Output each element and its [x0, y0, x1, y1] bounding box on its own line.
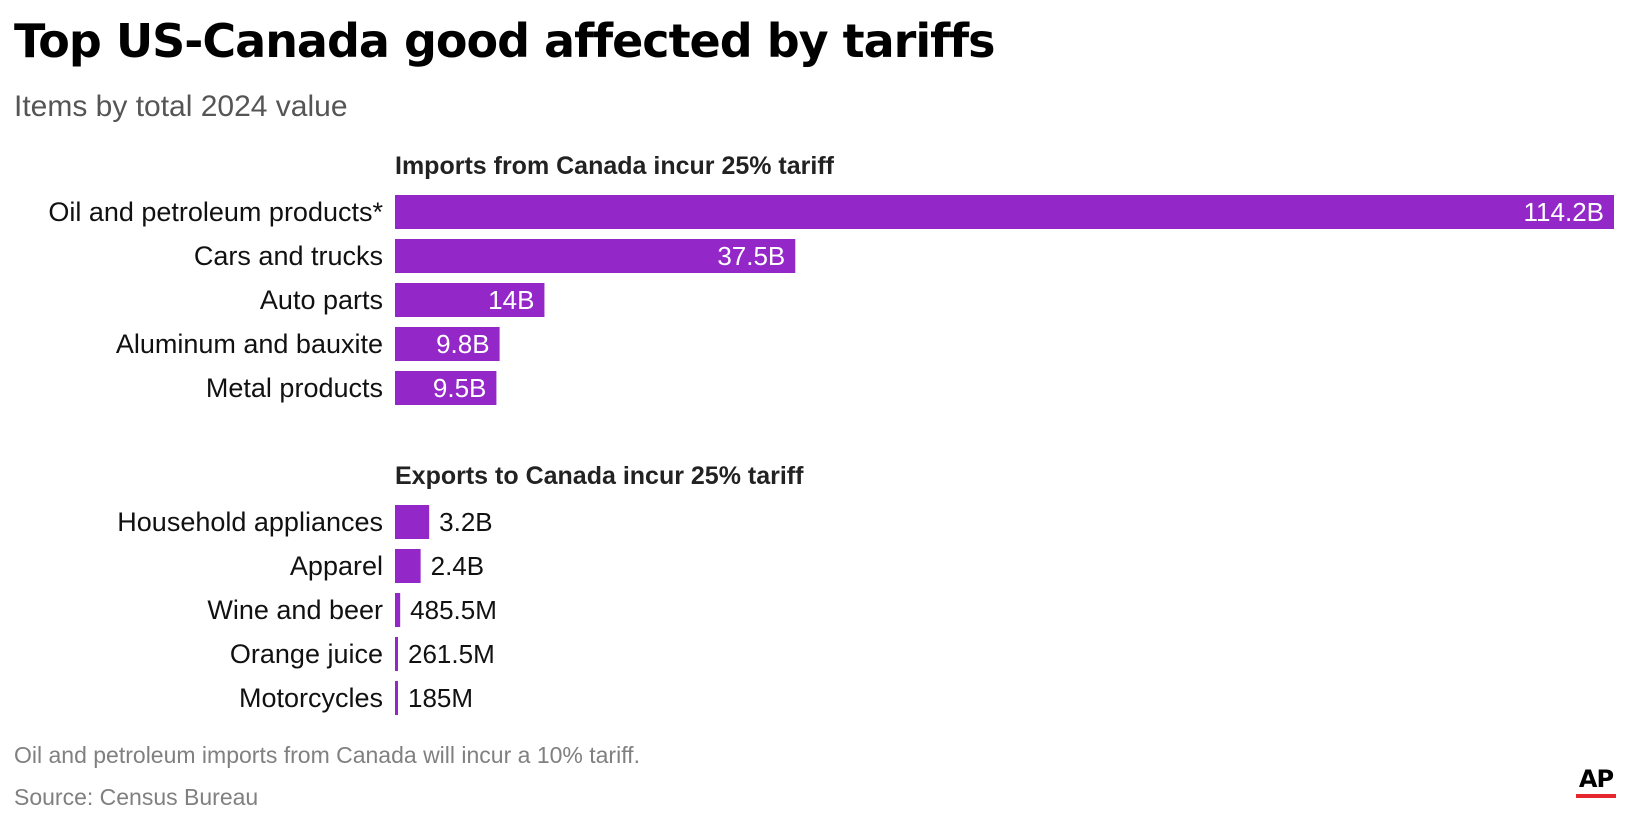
category-label: Orange juice: [230, 639, 383, 669]
chart-title: Top US-Canada good affected by tariffs: [14, 14, 996, 68]
category-label: Oil and petroleum products*: [48, 197, 383, 227]
bar-chart: Imports from Canada incur 25% tariff Oil …: [48, 152, 1614, 715]
data-label: 3.2B: [439, 507, 493, 537]
category-label: Apparel: [290, 551, 383, 581]
category-label: Aluminum and bauxite: [116, 329, 383, 359]
data-label: 14B: [488, 285, 534, 315]
ap-logo-text: AP: [1578, 765, 1614, 793]
group-heading: Exports to Canada incur 25% tariff: [395, 462, 804, 490]
group-heading: Imports from Canada incur 25% tariff: [395, 152, 835, 180]
chart-subtitle: Items by total 2024 value: [14, 90, 348, 123]
bar: [395, 371, 497, 405]
data-label: 485.5M: [410, 595, 497, 625]
category-label: Motorcycles: [239, 683, 383, 713]
ap-logo: AP: [1576, 766, 1616, 798]
data-label: 9.8B: [436, 329, 490, 359]
data-label: 185M: [408, 683, 473, 713]
ap-logo-underline: [1576, 794, 1616, 798]
bar: [395, 283, 545, 317]
bar: [395, 637, 398, 671]
bar: [395, 505, 430, 539]
data-label: 9.5B: [433, 373, 487, 403]
data-label: 114.2B: [1524, 197, 1604, 227]
bar: [395, 593, 401, 627]
bar: [395, 549, 421, 583]
bar: [395, 195, 1614, 229]
data-label: 2.4B: [431, 551, 485, 581]
data-label: 261.5M: [408, 639, 495, 669]
chart-footnote: Oil and petroleum imports from Canada wi…: [14, 742, 640, 768]
category-label: Auto parts: [260, 285, 383, 315]
chart-source: Source: Census Bureau: [14, 784, 259, 810]
category-label: Metal products: [206, 373, 383, 403]
category-label: Wine and beer: [207, 595, 383, 625]
data-label: 37.5B: [717, 241, 785, 271]
bar: [395, 327, 500, 361]
category-label: Household appliances: [117, 507, 383, 537]
bar: [395, 681, 398, 715]
bar: [395, 239, 796, 273]
category-label: Cars and trucks: [194, 241, 383, 271]
